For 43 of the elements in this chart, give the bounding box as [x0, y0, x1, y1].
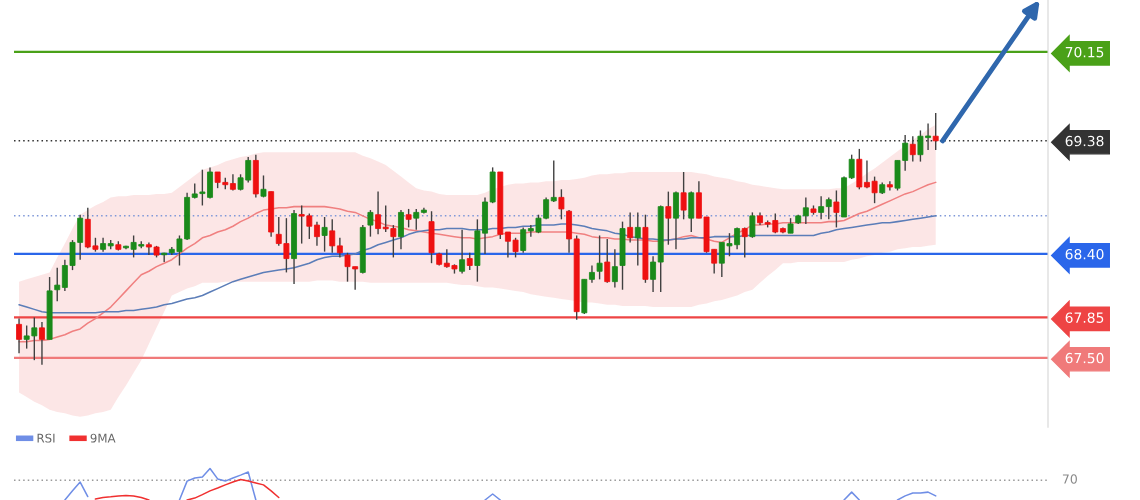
candlestick	[749, 211, 756, 239]
candlestick	[413, 208, 420, 231]
candlestick	[909, 135, 916, 163]
candlestick	[459, 229, 466, 275]
candlestick	[161, 252, 168, 263]
legend-label: RSI	[37, 433, 55, 443]
candlestick	[627, 211, 634, 244]
candlestick	[375, 190, 382, 236]
candlestick	[321, 216, 328, 253]
candlestick	[932, 112, 939, 151]
candlestick	[741, 226, 748, 259]
candlestick	[367, 209, 374, 238]
text: 70	[1062, 474, 1077, 484]
y-tick-label: 67.85	[1065, 312, 1104, 323]
candlestick	[54, 267, 61, 302]
candlestick	[665, 190, 672, 246]
y-tick-label: 69.38	[1065, 135, 1104, 147]
candlestick	[558, 188, 565, 221]
candlestick	[802, 196, 809, 225]
candlestick	[405, 208, 412, 229]
candlestick	[818, 195, 825, 221]
candlestick	[825, 196, 832, 221]
candlestick	[39, 321, 45, 366]
y-tick-label: 70.15	[1065, 46, 1104, 58]
candlestick	[596, 234, 603, 281]
candlestick	[550, 159, 557, 203]
candlestick	[650, 255, 657, 293]
candlestick	[634, 211, 641, 267]
candlestick	[680, 171, 687, 221]
candlestick	[604, 238, 611, 284]
line-series	[18, 181, 937, 343]
candlestick	[520, 226, 527, 254]
candlestick	[848, 153, 855, 180]
y-tick-label: 67.50	[1065, 352, 1104, 364]
line-series	[18, 215, 937, 314]
candlestick	[611, 248, 618, 289]
candlestick	[336, 237, 343, 259]
candlestick	[833, 189, 840, 229]
legend-label: 9MA	[90, 433, 116, 443]
candlestick	[329, 218, 336, 254]
candlestick	[314, 220, 320, 247]
y-tick-label: 68.40	[1065, 248, 1104, 260]
candlestick	[16, 317, 22, 354]
